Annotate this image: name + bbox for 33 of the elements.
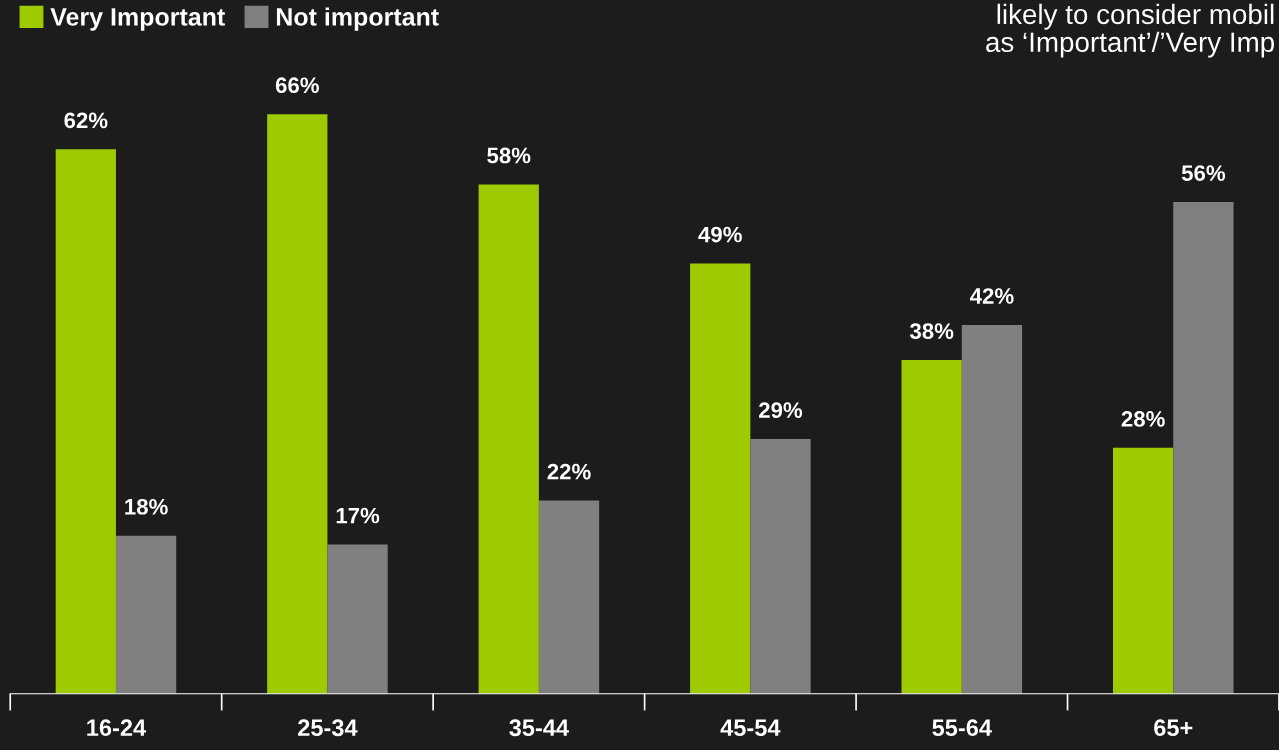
- bar: [478, 184, 539, 694]
- annotation: likely to consider mobil as ‘Important’/’Very Imp: [986, 3, 1275, 58]
- legend-label: Very Important: [50, 8, 225, 31]
- x-tick-label: 25-34: [298, 719, 358, 737]
- bar: [690, 263, 751, 694]
- x-tick-label: 45-54: [720, 719, 781, 737]
- bar: [901, 360, 962, 694]
- data-label: 17%: [336, 507, 380, 524]
- bar: [961, 324, 1023, 694]
- data-label: 29%: [759, 402, 803, 419]
- legend-label: Not important: [276, 7, 439, 31]
- data-label: 38%: [909, 323, 954, 340]
- data-label: 28%: [1121, 411, 1165, 427]
- data-label: 62%: [64, 112, 108, 129]
- data-label: 22%: [547, 463, 591, 480]
- bar: [538, 500, 600, 694]
- x-tick-label: 35-44: [509, 719, 569, 737]
- data-label: 49%: [698, 226, 742, 243]
- bar: [55, 149, 116, 694]
- bar: [1113, 447, 1174, 694]
- data-label: 56%: [1181, 165, 1226, 181]
- x-tick-label: 55-64: [932, 719, 992, 737]
- data-label: 42%: [970, 288, 1014, 304]
- bar: [327, 544, 388, 694]
- bar: [750, 439, 811, 694]
- data-label: 58%: [487, 147, 531, 164]
- bar: [267, 114, 328, 694]
- data-label: 66%: [275, 77, 319, 94]
- bar: [1173, 201, 1234, 694]
- bar: [115, 535, 177, 694]
- x-tick-label: 65+: [1154, 719, 1193, 737]
- x-tick-label: 16-24: [87, 719, 147, 737]
- data-label: 18%: [125, 498, 168, 515]
